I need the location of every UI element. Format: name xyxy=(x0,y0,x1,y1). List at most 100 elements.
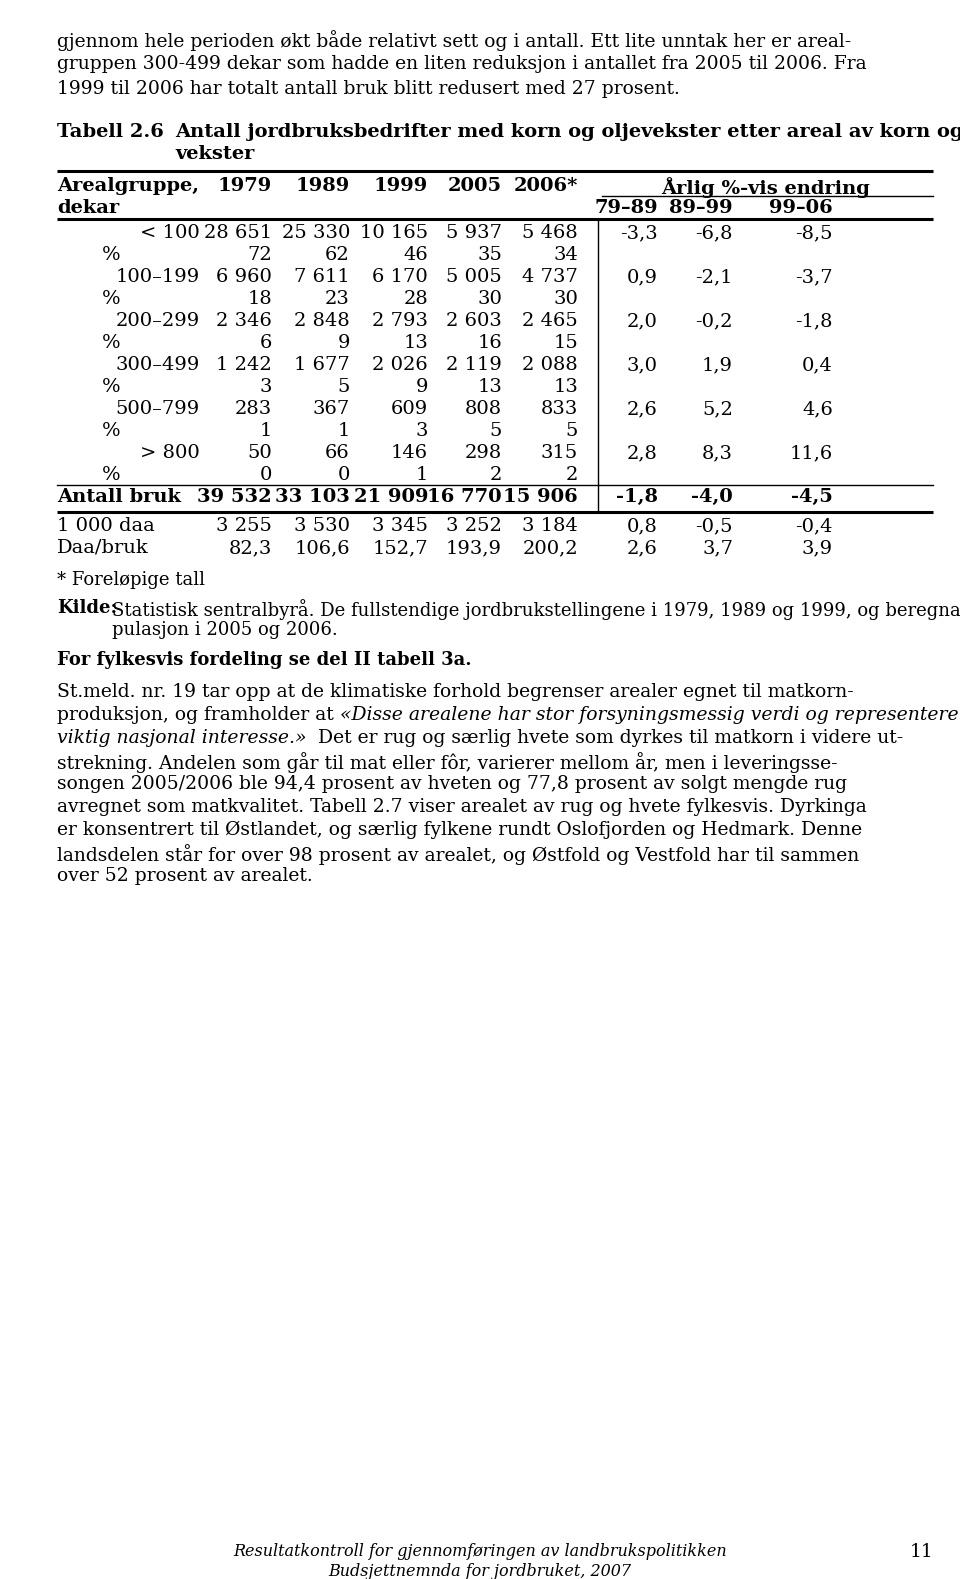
Text: 0,8: 0,8 xyxy=(627,516,658,535)
Text: Daa/bruk: Daa/bruk xyxy=(57,538,149,557)
Text: For fylkesvis fordeling se del II tabell 3a.: For fylkesvis fordeling se del II tabell… xyxy=(57,651,471,669)
Text: 11: 11 xyxy=(909,1543,933,1562)
Text: * Foreløpige tall: * Foreløpige tall xyxy=(57,572,205,589)
Text: 82,3: 82,3 xyxy=(228,538,272,557)
Text: 28 651: 28 651 xyxy=(204,224,272,242)
Text: %: % xyxy=(102,291,121,308)
Text: -0,2: -0,2 xyxy=(695,313,733,330)
Text: 89–99: 89–99 xyxy=(669,199,733,216)
Text: 9: 9 xyxy=(338,335,350,352)
Text: 1: 1 xyxy=(338,422,350,441)
Text: 500–799: 500–799 xyxy=(116,399,200,418)
Text: 2,6: 2,6 xyxy=(627,399,658,418)
Text: 62: 62 xyxy=(325,246,350,264)
Text: gjennom hele perioden økt både relativt sett og i antall. Ett lite unntak her er: gjennom hele perioden økt både relativt … xyxy=(57,30,852,51)
Text: 2 848: 2 848 xyxy=(295,313,350,330)
Text: 1 242: 1 242 xyxy=(216,355,272,374)
Text: 35: 35 xyxy=(477,246,502,264)
Text: Det er rug og særlig hvete som dyrkes til matkorn i videre ut-: Det er rug og særlig hvete som dyrkes ti… xyxy=(306,729,903,747)
Text: 152,7: 152,7 xyxy=(372,538,428,557)
Text: 16 770: 16 770 xyxy=(427,488,502,505)
Text: 39 532: 39 532 xyxy=(198,488,272,505)
Text: 0,4: 0,4 xyxy=(803,355,833,374)
Text: -2,1: -2,1 xyxy=(695,268,733,286)
Text: 2,8: 2,8 xyxy=(627,444,658,463)
Text: Statistisk sentralbyrå. De fullstendige jordbrukstellingene i 1979, 1989 og 1999: Statistisk sentralbyrå. De fullstendige … xyxy=(112,598,960,621)
Text: 3 345: 3 345 xyxy=(372,516,428,535)
Text: 5 005: 5 005 xyxy=(446,268,502,286)
Text: 13: 13 xyxy=(553,377,578,396)
Text: 25 330: 25 330 xyxy=(281,224,350,242)
Text: 100–199: 100–199 xyxy=(116,268,200,286)
Text: 3: 3 xyxy=(259,377,272,396)
Text: -4,0: -4,0 xyxy=(691,488,733,505)
Text: 7 611: 7 611 xyxy=(295,268,350,286)
Text: 6: 6 xyxy=(259,335,272,352)
Text: 2005: 2005 xyxy=(448,177,502,194)
Text: 6 960: 6 960 xyxy=(216,268,272,286)
Text: -1,8: -1,8 xyxy=(616,488,658,505)
Text: 79–89: 79–89 xyxy=(594,199,658,216)
Text: 2 346: 2 346 xyxy=(216,313,272,330)
Text: -1,8: -1,8 xyxy=(796,313,833,330)
Text: -8,5: -8,5 xyxy=(796,224,833,242)
Text: 2: 2 xyxy=(490,466,502,485)
Text: 72: 72 xyxy=(248,246,272,264)
Text: 99–06: 99–06 xyxy=(769,199,833,216)
Text: 5 468: 5 468 xyxy=(522,224,578,242)
Text: 9: 9 xyxy=(416,377,428,396)
Text: 16: 16 xyxy=(477,335,502,352)
Text: < 100: < 100 xyxy=(140,224,200,242)
Text: 0,9: 0,9 xyxy=(627,268,658,286)
Text: 808: 808 xyxy=(465,399,502,418)
Text: 1989: 1989 xyxy=(296,177,350,194)
Text: 8,3: 8,3 xyxy=(702,444,733,463)
Text: 2 119: 2 119 xyxy=(446,355,502,374)
Text: 18: 18 xyxy=(248,291,272,308)
Text: 15: 15 xyxy=(553,335,578,352)
Text: 300–499: 300–499 xyxy=(115,355,200,374)
Text: 315: 315 xyxy=(540,444,578,463)
Text: 10 165: 10 165 xyxy=(360,224,428,242)
Text: Tabell 2.6: Tabell 2.6 xyxy=(57,123,164,141)
Text: 23: 23 xyxy=(325,291,350,308)
Text: 2 465: 2 465 xyxy=(522,313,578,330)
Text: 2,6: 2,6 xyxy=(627,538,658,557)
Text: > 800: > 800 xyxy=(140,444,200,463)
Text: St.meld. nr. 19 tar opp at de klimatiske forhold begrenser arealer egnet til mat: St.meld. nr. 19 tar opp at de klimatiske… xyxy=(57,684,853,701)
Text: 3 530: 3 530 xyxy=(294,516,350,535)
Text: «Disse arealene har stor forsyningsmessig verdi og representerer en: «Disse arealene har stor forsyningsmessi… xyxy=(340,706,960,725)
Text: 11,6: 11,6 xyxy=(790,444,833,463)
Text: 1 000 daa: 1 000 daa xyxy=(57,516,155,535)
Text: 2 088: 2 088 xyxy=(522,355,578,374)
Text: 4 737: 4 737 xyxy=(522,268,578,286)
Text: 50: 50 xyxy=(248,444,272,463)
Text: 193,9: 193,9 xyxy=(446,538,502,557)
Text: 66: 66 xyxy=(325,444,350,463)
Text: 46: 46 xyxy=(403,246,428,264)
Text: gruppen 300-499 dekar som hadde en liten reduksjon i antallet fra 2005 til 2006.: gruppen 300-499 dekar som hadde en liten… xyxy=(57,55,867,73)
Text: 3: 3 xyxy=(416,422,428,441)
Text: 3,7: 3,7 xyxy=(702,538,733,557)
Text: 200–299: 200–299 xyxy=(116,313,200,330)
Text: Arealgruppe,: Arealgruppe, xyxy=(57,177,199,194)
Text: %: % xyxy=(102,377,121,396)
Text: 30: 30 xyxy=(553,291,578,308)
Text: 3,9: 3,9 xyxy=(802,538,833,557)
Text: 2 603: 2 603 xyxy=(446,313,502,330)
Text: -4,5: -4,5 xyxy=(791,488,833,505)
Text: 2 793: 2 793 xyxy=(372,313,428,330)
Text: 833: 833 xyxy=(540,399,578,418)
Text: 15 906: 15 906 xyxy=(503,488,578,505)
Text: 2 026: 2 026 xyxy=(372,355,428,374)
Text: songen 2005/2006 ble 94,4 prosent av hveten og 77,8 prosent av solgt mengde rug: songen 2005/2006 ble 94,4 prosent av hve… xyxy=(57,775,847,793)
Text: Antall jordbruksbedrifter med korn og oljevekster etter areal av korn og olje-: Antall jordbruksbedrifter med korn og ol… xyxy=(175,123,960,141)
Text: %: % xyxy=(102,246,121,264)
Text: avregnet som matkvalitet. Tabell 2.7 viser arealet av rug og hvete fylkesvis. Dy: avregnet som matkvalitet. Tabell 2.7 vis… xyxy=(57,797,867,816)
Text: 200,2: 200,2 xyxy=(522,538,578,557)
Text: 33 103: 33 103 xyxy=(276,488,350,505)
Text: 367: 367 xyxy=(313,399,350,418)
Text: 0: 0 xyxy=(259,466,272,485)
Text: 1: 1 xyxy=(259,422,272,441)
Text: pulasjon i 2005 og 2006.: pulasjon i 2005 og 2006. xyxy=(112,621,338,639)
